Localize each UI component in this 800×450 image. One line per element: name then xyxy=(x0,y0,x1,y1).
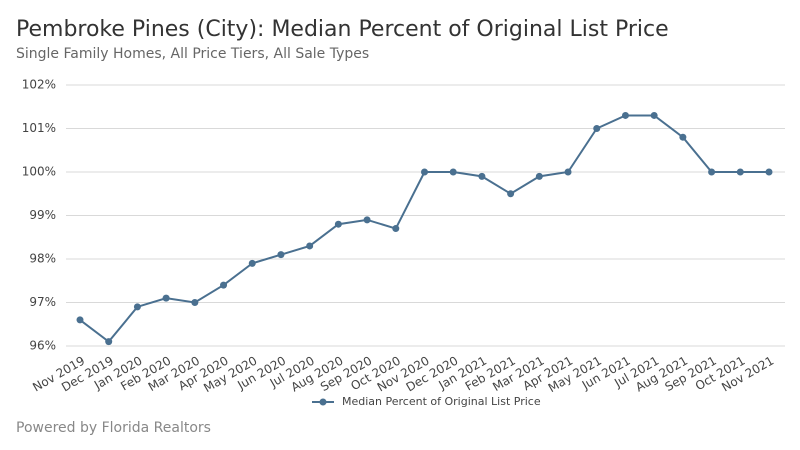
y-tick-label: 98% xyxy=(29,252,56,266)
point xyxy=(650,111,658,119)
y-tick-label: 100% xyxy=(22,165,56,179)
point xyxy=(564,168,572,176)
footer: Powered by Florida Realtors xyxy=(16,420,211,436)
point xyxy=(736,168,744,176)
point xyxy=(162,294,170,302)
point xyxy=(478,172,486,180)
series-line xyxy=(79,114,769,344)
point xyxy=(105,338,113,346)
point xyxy=(392,225,400,233)
point xyxy=(334,220,342,228)
y-tick-label: 101% xyxy=(22,121,56,135)
legend-marker xyxy=(319,398,327,406)
chart-subtitle: Single Family Homes, All Price Tiers, Al… xyxy=(16,46,369,62)
point xyxy=(363,216,371,224)
point xyxy=(191,299,199,306)
y-tick-label: 99% xyxy=(29,208,56,222)
legend-label: Median Percent of Original List Price xyxy=(342,395,541,408)
point xyxy=(679,133,687,141)
point xyxy=(507,190,515,198)
chart-title: Pembroke Pines (City): Median Percent of… xyxy=(16,17,669,42)
point xyxy=(765,168,773,176)
point xyxy=(248,259,256,267)
point xyxy=(277,251,285,259)
point xyxy=(133,303,141,311)
point xyxy=(76,316,84,324)
point xyxy=(593,125,601,132)
point xyxy=(306,242,314,250)
y-tick-label: 102% xyxy=(22,78,56,92)
y-tick-label: 97% xyxy=(29,295,56,309)
point xyxy=(449,168,457,176)
point xyxy=(220,281,228,289)
y-tick-label: 96% xyxy=(29,339,56,353)
point xyxy=(535,172,543,180)
point xyxy=(421,168,428,176)
point xyxy=(621,111,629,119)
point xyxy=(708,168,716,176)
